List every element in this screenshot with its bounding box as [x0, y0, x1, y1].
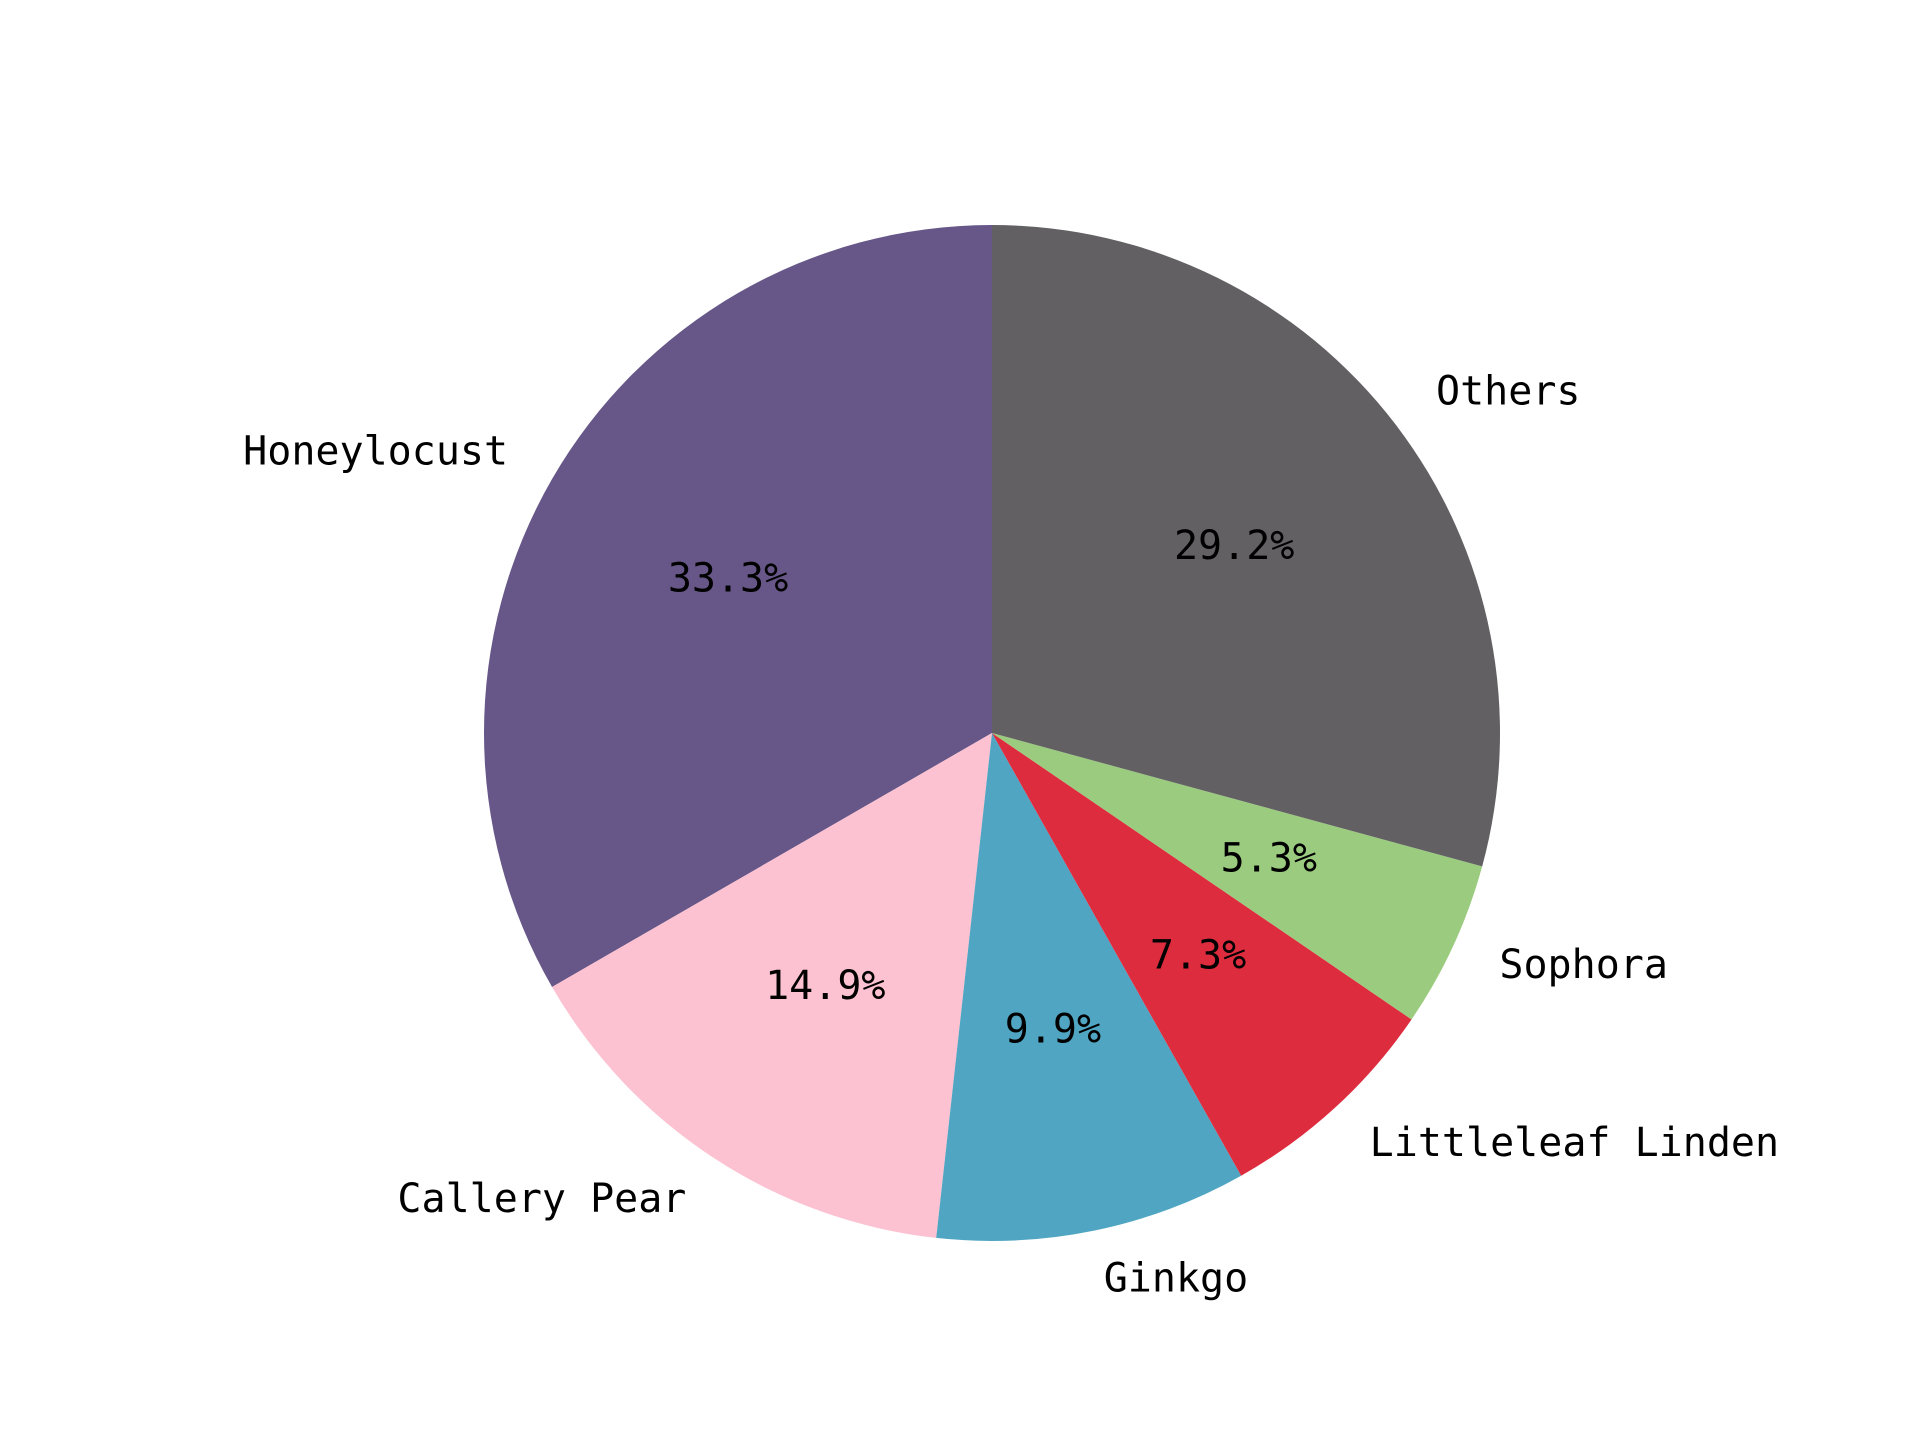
slice-label: Callery Pear: [397, 1176, 686, 1222]
slice-label: Others: [1436, 369, 1581, 415]
slice-label: Sophora: [1499, 942, 1668, 988]
slice-percentage-label: 9.9%: [1005, 1007, 1101, 1053]
pie-slice-others: [992, 225, 1500, 867]
slice-percentage-label: 5.3%: [1221, 836, 1317, 882]
slice-percentage-label: 29.2%: [1174, 523, 1294, 569]
slice-label: Honeylocust: [243, 429, 508, 475]
slices-group: [483, 225, 1500, 1242]
slice-percentage-label: 14.9%: [765, 963, 885, 1009]
slice-label: Littleleaf Linden: [1370, 1120, 1779, 1166]
pie-slice-honeylocust: [483, 225, 992, 987]
labels-group: Honeylocust 33.3% Callery Pear 14.9% Ginkgo 9…: [243, 369, 1779, 1302]
pie-slice-ginkgo: [936, 733, 1242, 1242]
pie-slice-sophora: [992, 733, 1483, 1020]
slice-percentage-label: 33.3%: [668, 556, 788, 602]
slice-label: Ginkgo: [1104, 1256, 1249, 1302]
pie-slice-littleleaf-linden: [992, 733, 1412, 1176]
slice-percentage-label: 7.3%: [1150, 933, 1246, 979]
pie-slice-callery-pear: [552, 733, 992, 1238]
